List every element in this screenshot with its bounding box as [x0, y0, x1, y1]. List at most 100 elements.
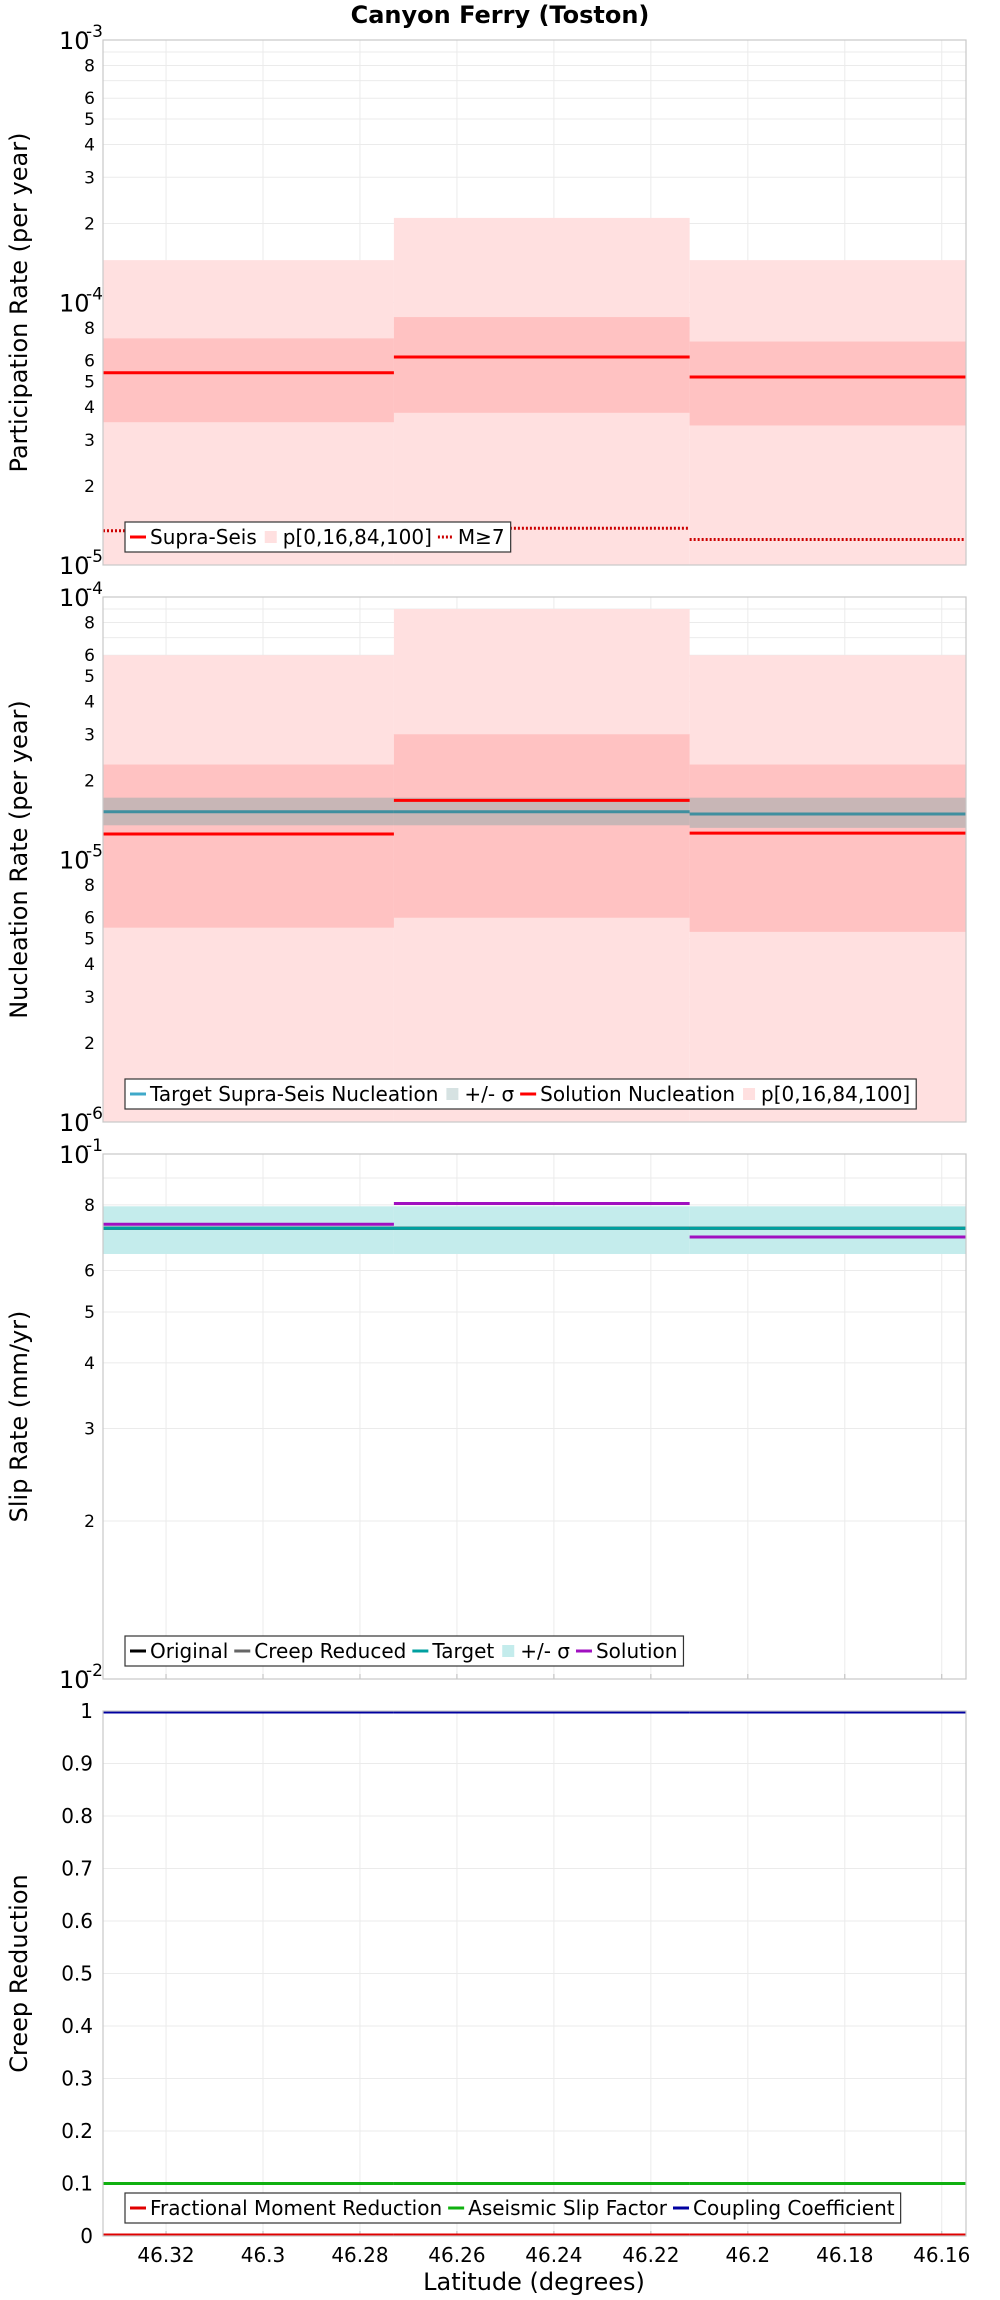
y-tick-label: 3: [84, 1420, 95, 1440]
legend-entry: Target Supra-Seis Nucleation: [149, 1082, 438, 1106]
plot-frame: [102, 1710, 967, 2237]
y-axis-label: Slip Rate (mm/yr): [5, 1311, 33, 1523]
y-tick-label: 1: [80, 1699, 93, 1723]
y-tick-label: 0.7: [61, 1857, 93, 1881]
y-tick-label: 8: [84, 56, 95, 76]
y-tick-label: 0.6: [61, 1909, 93, 1933]
creep-reduction-panel: 0 0.1 0.2 0.3 0.4 0.5 0.6 0.7 0.8 0.9 1 Creep Reduc…: [5, 1699, 967, 2248]
legend: Supra-Seis p[0,16,84,100] M≥7: [124, 521, 512, 553]
y-tick-label: 0.9: [61, 1752, 93, 1776]
bands: [103, 1206, 966, 1254]
y-axis-label: Participation Rate (per year): [5, 133, 33, 473]
legend-entry: Original: [150, 1639, 228, 1663]
y-tick-label: 6: [84, 646, 95, 666]
y-tick-label: 0.8: [61, 1804, 93, 1828]
y-tick-label: 10: [59, 1141, 90, 1169]
legend-entry: M≥7: [458, 525, 505, 549]
legend: Fractional Moment Reduction Aseismic Slip…: [124, 2192, 902, 2224]
x-tick-label: 46.2: [726, 2243, 771, 2267]
legend-entry: Aseismic Slip Factor: [468, 2196, 668, 2220]
band--: [393, 1206, 690, 1254]
x-tick-label: 46.24: [525, 2243, 582, 2267]
band-p16: [393, 734, 690, 918]
y-tick-label: 8: [84, 319, 95, 339]
y-tick-label: 10: [59, 1666, 90, 1694]
bands: [103, 609, 966, 1122]
legend-entry: +/- σ: [520, 1639, 570, 1663]
legend-entry: Solution Nucleation: [540, 1082, 735, 1106]
bands: [103, 217, 966, 566]
band-p16: [103, 764, 394, 928]
x-tick-label: 46.3: [241, 2243, 286, 2267]
y-tick-label: 5: [84, 930, 95, 950]
legend-entry: +/- σ: [464, 1082, 514, 1106]
x-axis-label: Latitude (degrees): [423, 2268, 645, 2296]
legend-entry: Supra-Seis: [150, 525, 257, 549]
x-tick-label: 46.26: [428, 2243, 485, 2267]
y-tick-label: 4: [84, 955, 95, 975]
y-tick-label: 5: [84, 373, 95, 393]
x-tick-label: 46.32: [137, 2243, 194, 2267]
y-tick-label: 0.4: [61, 2014, 93, 2038]
legend-entry: Fractional Moment Reduction: [150, 2196, 442, 2220]
y-tick-label: 0.5: [61, 1962, 93, 1986]
y-tick-label-exponent: -5: [86, 842, 103, 862]
legend-entry: p[0,16,84,100]: [761, 1082, 910, 1106]
y-tick-label: 10: [59, 584, 90, 612]
y-tick-label: 3: [84, 725, 95, 745]
legend-swatch: [446, 1088, 459, 1100]
y-tick-label: 10: [59, 290, 90, 318]
y-tick-label: 10: [59, 552, 90, 580]
y-tick-label-exponent: -4: [86, 579, 103, 599]
series: [103, 1710, 966, 2237]
legend-box: [124, 2192, 902, 2224]
band-p16: [103, 338, 394, 423]
y-tick-label: 5: [84, 667, 95, 687]
y-tick-label: 6: [84, 1261, 95, 1281]
y-tick-label: 2: [84, 1034, 95, 1054]
y-tick-label: 10: [59, 847, 90, 875]
x-axis-ticks: 46.32 46.3 46.28 46.26 46.24 46.22 46.2 46.18 46…: [137, 2243, 970, 2267]
legend-entry: p[0,16,84,100]: [283, 525, 432, 549]
legend-entry: Target: [431, 1639, 494, 1663]
y-tick-label: 3: [84, 431, 95, 451]
y-tick-label: 6: [84, 909, 95, 929]
figure-title: Canyon Ferry (Toston): [351, 1, 650, 29]
y-tick-label: 6: [84, 352, 95, 372]
y-tick-label: 2: [84, 214, 95, 234]
y-tick-label: 0.3: [61, 2067, 93, 2091]
y-tick-label: 3: [84, 988, 95, 1008]
y-tick-label-exponent: -5: [86, 547, 103, 567]
y-tick-label: 0: [80, 2224, 93, 2248]
y-tick-label: 4: [84, 692, 95, 712]
legend-entry: Creep Reduced: [254, 1639, 406, 1663]
y-tick-label: 0.1: [61, 2172, 93, 2196]
band-p16: [393, 317, 690, 413]
y-tick-label: 5: [84, 1303, 95, 1323]
y-tick-label: 10: [59, 1109, 90, 1137]
plot-frame: [102, 39, 967, 566]
y-tick-label: 2: [84, 1512, 95, 1532]
y-tick-label: 3: [84, 168, 95, 188]
y-tick-label: 5: [84, 110, 95, 130]
y-tick-label: 4: [84, 1354, 95, 1374]
x-tick-label: 46.16: [913, 2243, 970, 2267]
legend: Original Creep Reduced Target +/- σ Solution: [124, 1635, 685, 1667]
y-axis-label: Creep Reduction: [5, 1874, 33, 2072]
plot-frame: [102, 596, 967, 1123]
y-tick-label-exponent: -1: [86, 1136, 103, 1156]
y-tick-label: 4: [84, 398, 95, 418]
y-tick-label: 4: [84, 135, 95, 155]
y-tick-label: 2: [84, 477, 95, 497]
series: [103, 798, 966, 836]
band-p16: [689, 341, 966, 426]
legend-entry: Coupling Coefficient: [693, 2196, 895, 2220]
x-tick-label: 46.22: [622, 2243, 679, 2267]
band--: [103, 1206, 394, 1254]
y-tick-label: 0.2: [61, 2119, 93, 2143]
legend-entry: Solution: [596, 1639, 677, 1663]
legend-swatch: [502, 1645, 515, 1657]
